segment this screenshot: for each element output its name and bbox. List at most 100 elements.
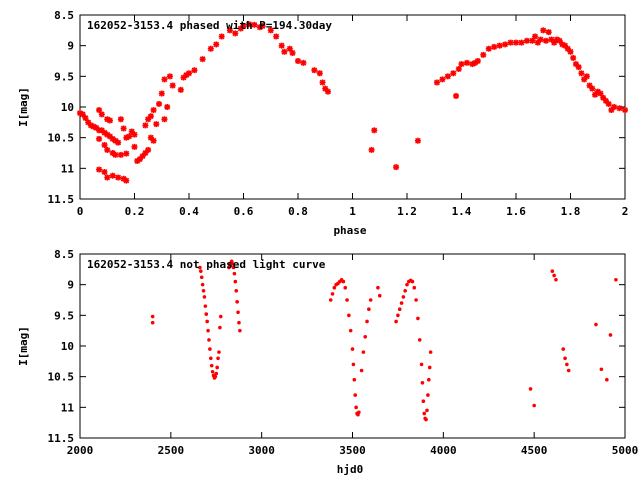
phased-data-point (104, 146, 111, 153)
phased-data-points (77, 21, 628, 184)
unphased-data-point (608, 333, 613, 337)
unphased-data-point (396, 313, 400, 318)
phased-data-point (480, 51, 487, 58)
phased-x-axis-label: phase (333, 224, 366, 237)
unphased-data-point (425, 408, 429, 413)
phased-data-point (316, 70, 323, 77)
unphased-data-point (365, 319, 369, 324)
phased-data-point (444, 73, 451, 80)
phased-data-point (496, 42, 503, 49)
phased-data-point (433, 79, 440, 86)
unphased-data-point (150, 314, 155, 319)
phased-data-point (101, 169, 108, 176)
unphased-data-point (234, 289, 239, 293)
phased-data-point (153, 121, 160, 128)
phased-data-point (161, 116, 168, 123)
phased-data-point (115, 139, 122, 146)
phased-data-point (240, 23, 247, 30)
phased-data-point (453, 92, 460, 99)
phased-y-tick-label: 10 (61, 101, 74, 114)
phased-data-point (131, 143, 138, 150)
phased-data-point (567, 48, 574, 55)
phased-data-point (164, 104, 171, 110)
unphased-data-point (238, 328, 242, 333)
unphased-data-point (200, 282, 205, 287)
phased-data-point (158, 90, 165, 97)
unphased-data-point (353, 393, 358, 397)
unphased-y-tick-label: 9.5 (54, 309, 74, 322)
phased-data-point (295, 58, 301, 64)
unphased-data-point (357, 410, 361, 415)
phased-data-point (199, 56, 206, 63)
unphased-data-point (209, 363, 214, 368)
unphased-data-point (414, 298, 418, 302)
unphased-data-point (420, 381, 425, 385)
unphased-chart-title: 162052-3153.4 not phased light curve (87, 258, 326, 271)
phased-x-tick-label: 0 (77, 205, 84, 218)
unphased-x-tick-label: 3000 (248, 444, 275, 457)
phased-data-point (273, 33, 280, 40)
phased-data-point (602, 97, 609, 104)
unphased-data-point (218, 314, 223, 319)
phased-data-point (96, 166, 103, 173)
phased-data-point (414, 137, 421, 144)
unphased-data-point (235, 300, 239, 304)
unphased-data-point (210, 369, 215, 374)
unphased-data-point (368, 298, 373, 302)
unphased-data-point (198, 265, 202, 270)
phased-data-point (616, 105, 623, 112)
unphased-data-point (231, 265, 236, 270)
phased-data-point (622, 107, 628, 114)
unphased-data-point (347, 313, 351, 318)
unphased-data-point (376, 285, 380, 290)
phased-data-point (232, 30, 239, 37)
phased-data-point (540, 27, 547, 34)
unphased-data-point (343, 285, 348, 290)
phased-data-point (169, 82, 176, 89)
unphased-y-tick-label: 8.5 (54, 248, 74, 261)
unphased-data-point (150, 320, 155, 325)
unphased-y-tick-label: 11 (61, 401, 75, 414)
unphased-y-tick-label: 11.5 (48, 432, 75, 445)
unphased-data-point (426, 393, 430, 397)
unphased-data-point (206, 328, 210, 333)
phased-data-point (600, 94, 607, 101)
phased-data-point (123, 150, 130, 157)
phased-data-point (104, 174, 111, 181)
unphased-data-point (399, 301, 404, 305)
phased-data-point (532, 33, 539, 40)
unphased-data-point (367, 307, 371, 312)
unphased-data-point (208, 347, 212, 351)
phased-data-point (142, 122, 149, 129)
unphased-data-point (332, 285, 337, 290)
phased-data-point (289, 50, 296, 57)
unphased-data-point (566, 368, 571, 373)
phased-data-point (537, 36, 544, 43)
unphased-data-point (236, 310, 240, 315)
unphased-data-point (599, 367, 604, 372)
phased-x-tick-label: 0.2 (125, 205, 145, 218)
phased-chart: 0 0.2 0.4 0.6 0.8 1 1.2 1.4 1.6 1.8 2 8.5 9 9.5 10 10.5… (17, 9, 628, 237)
phased-data-point (251, 21, 258, 28)
phased-x-tick-label: 0.4 (179, 205, 199, 218)
phased-data-point (502, 41, 509, 48)
phased-data-point (123, 177, 130, 184)
phased-data-point (583, 73, 590, 80)
unphased-data-point (594, 322, 598, 327)
phased-data-point (156, 100, 163, 107)
unphased-data-point (348, 328, 353, 333)
unphased-data-point (345, 298, 349, 302)
unphased-data-point (205, 319, 209, 324)
unphased-y-tick-label: 10 (61, 340, 74, 353)
phased-axis-ticks: 0 0.2 0.4 0.6 0.8 1 1.2 1.4 1.6 1.8 2 8.5 9 9.5 10 10.5… (48, 9, 629, 218)
phased-data-point (529, 37, 536, 44)
unphased-data-point (427, 377, 431, 382)
unphased-data-point (397, 307, 402, 312)
phased-data-point (117, 116, 124, 123)
unphased-data-point (377, 293, 382, 298)
unphased-data-point (217, 350, 221, 354)
unphased-data-point (554, 277, 558, 282)
unphased-data-point (412, 285, 417, 290)
phased-data-point (311, 67, 318, 74)
unphased-x-axis-label: hjd0 (337, 463, 364, 476)
